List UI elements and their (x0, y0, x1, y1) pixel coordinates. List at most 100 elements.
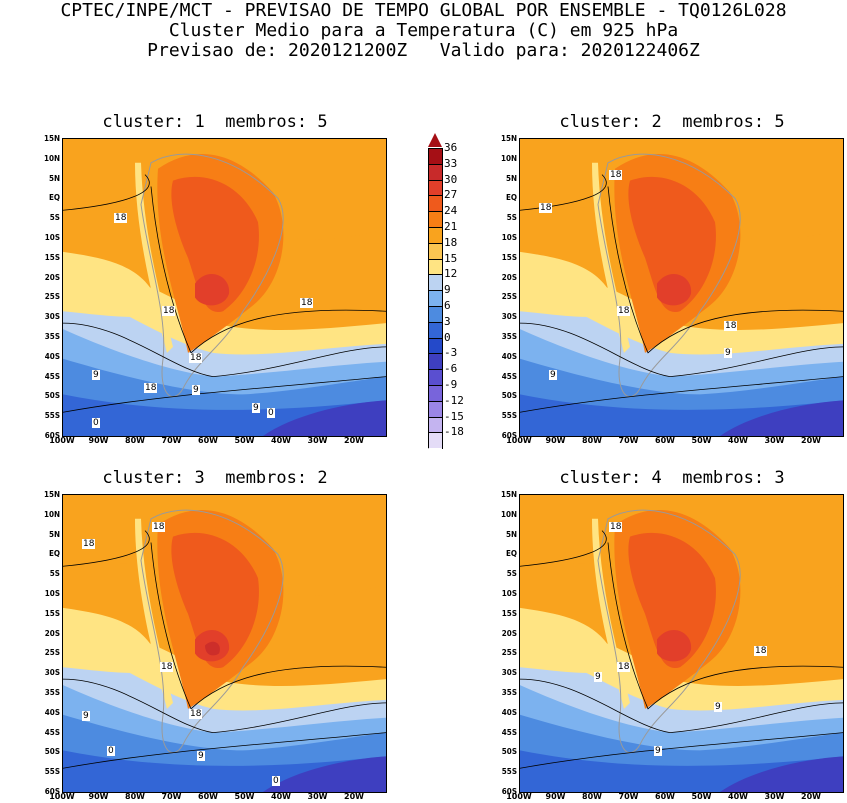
lon-tick-label: 80W (125, 792, 145, 801)
lat-tick-label: 15S (501, 608, 517, 618)
lon-tick-label: 30W (764, 792, 785, 801)
lon-tick-label: 70W (161, 792, 182, 801)
contour-label: 9 (92, 370, 100, 380)
lat-tick-label: 25S (44, 648, 60, 658)
colorbar-label: 36 (444, 141, 458, 154)
colorbar-top-arrow (428, 133, 442, 147)
temperature-field (520, 495, 843, 792)
lat-tick-label: 55S (44, 411, 60, 421)
lat-tick-label: 5S (49, 213, 60, 223)
contour-label: 0 (92, 418, 100, 428)
colorbar-label: 21 (444, 220, 458, 233)
lon-tick-label: 50W (234, 792, 255, 801)
colorbar-label: -6 (444, 362, 458, 376)
lon-tick-label: 60W (655, 436, 675, 445)
lon-tick-label: 60W (655, 792, 675, 801)
lon-tick-label: 50W (691, 792, 712, 801)
forecast-dates: Previsao de: 2020121200Z Valido para: 20… (147, 40, 700, 61)
contour-label: 0 (272, 776, 280, 786)
colorbar-swatch (428, 274, 443, 292)
panel-title: cluster: 4 membros: 3 (559, 468, 785, 488)
lat-tick-label: 45S (44, 371, 60, 381)
lon-tick-label: 30W (307, 436, 328, 445)
colorbar-swatch (428, 400, 443, 418)
lat-tick-label: 10S (44, 233, 60, 242)
lat-tick-label: 60S (501, 431, 517, 440)
lat-tick-label: 45S (44, 727, 60, 737)
contour-label: 9 (252, 403, 260, 413)
lat-tick-label: 15N (43, 134, 60, 143)
lat-tick-label: 15N (43, 490, 60, 499)
lat-tick-label: 10S (44, 589, 60, 598)
colorbar-label: 18 (444, 235, 458, 249)
lon-tick-label: 100W (506, 792, 532, 801)
colorbar-label: -18 (444, 425, 464, 439)
lat-tick-label: EQ (48, 549, 60, 559)
lat-tick-label: 20S (44, 272, 60, 282)
lat-tick-label: 40S (44, 707, 60, 717)
lat-tick-label: 20S (501, 628, 517, 638)
lon-tick-label: 50W (234, 436, 255, 445)
panel-title: cluster: 2 membros: 5 (559, 112, 785, 132)
lon-tick-label: 90W (545, 792, 566, 801)
lon-tick-label: 90W (88, 792, 109, 801)
lat-tick-label: 20S (501, 272, 517, 282)
contour-label: 9 (192, 385, 200, 395)
lat-tick-label: 60S (44, 431, 60, 440)
lat-tick-label: 30S (501, 312, 517, 322)
lat-tick-label: 5N (48, 173, 60, 183)
page-title: CPTEC/INPE/MCT - PREVISAO DE TEMPO GLOBA… (60, 0, 787, 21)
lon-tick-label: 80W (582, 792, 602, 801)
colorbar-label: 27 (444, 188, 458, 202)
lon-tick-label: 60W (198, 792, 218, 801)
lon-tick-label: 20W (801, 436, 821, 445)
lat-tick-label: 10N (43, 509, 60, 519)
contour-label: 18 (539, 203, 553, 213)
lat-tick-label: 15N (500, 134, 517, 143)
lat-tick-label: 50S (501, 391, 517, 401)
lat-tick-label: 30S (501, 668, 517, 678)
colorbar-label: 15 (444, 251, 458, 265)
colorbar-label: 0 (444, 330, 451, 344)
lon-tick-label: 40W (271, 792, 291, 801)
colorbar-bottom-arrow (428, 448, 442, 463)
contour-label: 0 (107, 746, 115, 756)
lat-tick-label: 10N (43, 153, 60, 163)
lat-tick-label: 50S (44, 391, 60, 401)
contour-label: 18 (617, 306, 631, 316)
lat-tick-label: 5N (505, 529, 517, 539)
panel-title: cluster: 3 membros: 2 (102, 468, 328, 488)
lat-tick-label: 5N (505, 173, 517, 183)
colorbar-swatch (428, 337, 443, 355)
colorbar-label: -3 (444, 346, 458, 360)
lat-tick-label: 5S (506, 213, 517, 223)
lat-tick-label: 35S (501, 688, 517, 697)
lat-tick-label: EQ (48, 193, 60, 203)
lon-tick-label: 100W (49, 436, 75, 445)
contour-label: 18 (754, 646, 768, 656)
colorbar-swatch (428, 306, 443, 323)
temperature-map-panel (519, 138, 844, 437)
lat-tick-label: 15S (44, 608, 60, 618)
colorbar-swatch (428, 432, 443, 450)
lat-tick-label: 5S (506, 569, 517, 579)
colorbar-swatch (428, 369, 443, 386)
temperature-field (63, 495, 386, 792)
lat-tick-label: 5S (49, 569, 60, 579)
lon-tick-label: 90W (88, 436, 109, 445)
lat-tick-label: 40S (501, 351, 517, 361)
contour-label: 18 (609, 522, 623, 532)
contour-label: 18 (160, 662, 174, 672)
contour-label: 18 (114, 213, 128, 223)
colorbar-swatch (428, 416, 443, 434)
contour-label: 9 (654, 746, 662, 756)
colorbar-swatch (428, 195, 443, 213)
colorbar-label: 6 (444, 299, 451, 312)
contour-label: 18 (82, 539, 96, 549)
lat-tick-label: 35S (44, 688, 60, 697)
lat-tick-label: 25S (501, 648, 517, 658)
colorbar-swatch (428, 163, 443, 181)
contour-label: 18 (189, 353, 203, 363)
temperature-map-panel (62, 138, 387, 437)
panel-title: cluster: 1 membros: 5 (102, 112, 328, 132)
